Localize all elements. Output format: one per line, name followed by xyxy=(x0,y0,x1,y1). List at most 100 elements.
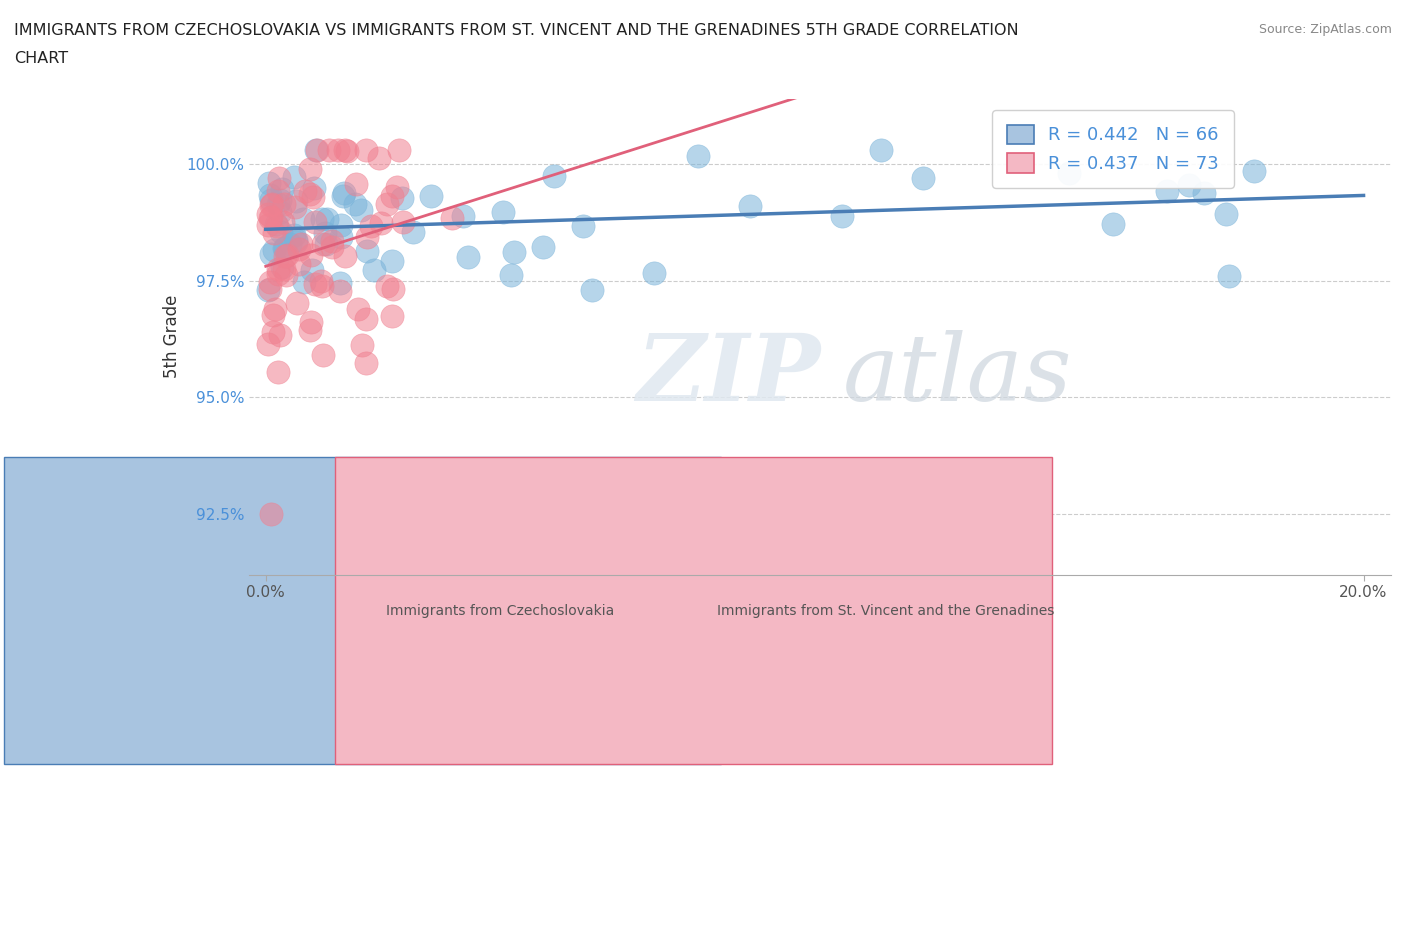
Point xyxy=(336,143,359,158)
Point xyxy=(1101,217,1123,232)
Point xyxy=(332,188,354,203)
Point xyxy=(420,189,443,204)
Point xyxy=(285,234,308,249)
Point xyxy=(453,208,475,223)
Point xyxy=(288,256,311,271)
Point xyxy=(344,177,367,192)
Point xyxy=(259,274,281,289)
Point xyxy=(354,142,377,157)
Point xyxy=(260,507,283,522)
Point xyxy=(831,208,853,223)
Point xyxy=(321,240,343,255)
Point xyxy=(354,312,377,326)
Point xyxy=(350,202,373,217)
Point xyxy=(314,225,336,240)
Point xyxy=(356,244,378,259)
Point xyxy=(263,308,285,323)
Point xyxy=(262,196,284,211)
Point xyxy=(267,196,290,211)
Point xyxy=(315,237,337,252)
Point xyxy=(302,190,325,205)
Point xyxy=(571,219,593,233)
Point xyxy=(301,262,323,277)
Point xyxy=(260,193,283,207)
Point xyxy=(274,267,297,282)
Point xyxy=(1192,186,1215,201)
Point xyxy=(283,228,305,243)
Point xyxy=(911,170,934,185)
Text: atlas: atlas xyxy=(844,330,1073,420)
FancyBboxPatch shape xyxy=(335,458,1052,764)
Point xyxy=(266,261,288,276)
Point xyxy=(292,274,315,289)
Point xyxy=(381,254,404,269)
Point xyxy=(284,193,307,208)
Point xyxy=(347,301,370,316)
Point xyxy=(273,241,295,256)
Point xyxy=(388,142,411,157)
Point xyxy=(271,214,294,229)
Point xyxy=(363,262,385,277)
Point xyxy=(263,242,285,257)
Point xyxy=(368,151,391,166)
Point xyxy=(267,171,290,186)
Point xyxy=(299,247,322,262)
Point xyxy=(260,197,283,212)
Point xyxy=(271,259,294,274)
Point xyxy=(266,219,288,233)
Point xyxy=(257,206,280,221)
Point xyxy=(311,237,333,252)
Point xyxy=(311,279,333,294)
Point xyxy=(321,233,343,248)
Point xyxy=(391,191,413,206)
Point xyxy=(260,210,283,225)
Y-axis label: 5th Grade: 5th Grade xyxy=(163,295,181,379)
Point xyxy=(307,142,329,157)
Point xyxy=(302,180,325,195)
Point xyxy=(499,268,522,283)
Point xyxy=(270,225,292,240)
FancyBboxPatch shape xyxy=(4,458,721,764)
Point xyxy=(267,365,290,379)
Point xyxy=(260,246,283,261)
Point xyxy=(266,217,288,232)
Point xyxy=(304,215,326,230)
Point xyxy=(740,198,762,213)
Point xyxy=(280,237,302,252)
Text: Source: ZipAtlas.com: Source: ZipAtlas.com xyxy=(1258,23,1392,36)
Point xyxy=(285,296,308,311)
Text: IMMIGRANTS FROM CZECHOSLOVAKIA VS IMMIGRANTS FROM ST. VINCENT AND THE GRENADINES: IMMIGRANTS FROM CZECHOSLOVAKIA VS IMMIGR… xyxy=(14,23,1019,38)
Point xyxy=(318,142,340,157)
Point xyxy=(333,248,356,263)
Point xyxy=(502,245,524,259)
Point xyxy=(273,249,295,264)
Point xyxy=(304,276,326,291)
Point xyxy=(402,224,425,239)
Point xyxy=(382,282,405,297)
Point xyxy=(328,142,350,157)
Point xyxy=(284,232,307,247)
Point xyxy=(298,162,321,177)
Point xyxy=(263,226,285,241)
Point xyxy=(869,142,891,157)
Legend: R = 0.442   N = 66, R = 0.437   N = 73: R = 0.442 N = 66, R = 0.437 N = 73 xyxy=(993,110,1233,188)
Point xyxy=(259,188,281,203)
Point xyxy=(543,168,565,183)
Point xyxy=(332,186,354,201)
Point xyxy=(276,248,298,263)
Point xyxy=(354,356,377,371)
Point xyxy=(271,181,294,196)
Point xyxy=(269,193,291,207)
Point xyxy=(356,230,378,245)
Point xyxy=(329,284,352,299)
Point xyxy=(312,348,335,363)
Point xyxy=(298,186,321,201)
Point xyxy=(269,204,291,219)
Point xyxy=(294,183,316,198)
Point xyxy=(274,241,297,256)
Point xyxy=(457,250,479,265)
Point xyxy=(316,212,339,227)
Point xyxy=(259,210,281,225)
Point xyxy=(269,328,291,343)
Point xyxy=(492,205,515,219)
